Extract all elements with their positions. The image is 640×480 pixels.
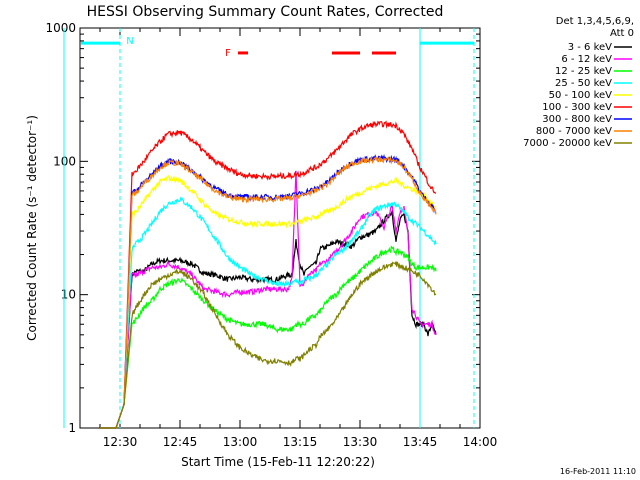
x-axis: 12:30 12:45 13:00 13:15 13:30 13:45 14:00 <box>79 28 498 449</box>
chart-title: HESSI Observing Summary Count Rates, Cor… <box>87 4 444 20</box>
legend-header-2: Att 0 <box>610 28 634 39</box>
annotation-label: F <box>225 48 231 59</box>
x-tick-label: 13:00 <box>223 435 258 449</box>
legend-header-1: Det 1,3,4,5,6,9, <box>556 16 634 27</box>
series-line <box>100 209 437 429</box>
legend-label: 50 - 100 keV <box>549 90 613 101</box>
series-line <box>100 155 437 429</box>
y-tick-label: 10 <box>61 288 76 302</box>
timestamp: 16-Feb-2011 11:10 <box>560 467 636 476</box>
y-axis-label: Corrected Count Rate (s⁻¹ detector⁻¹) <box>25 115 39 341</box>
series-line <box>100 153 437 429</box>
series-line <box>100 174 437 429</box>
annotation-label: N <box>126 36 133 47</box>
x-tick-label: 12:30 <box>103 435 138 449</box>
annotations: NF <box>126 36 231 59</box>
y-tick-label: 1000 <box>45 21 76 35</box>
x-axis-label: Start Time (15-Feb-11 12:20:22) <box>181 455 375 469</box>
x-tick-label: 12:45 <box>163 435 198 449</box>
series-lines <box>100 120 437 429</box>
series-line <box>100 261 437 429</box>
legend-label: 300 - 800 keV <box>542 114 612 125</box>
x-tick-label: 13:45 <box>403 435 438 449</box>
x-tick-label: 13:30 <box>343 435 378 449</box>
legend-label: 100 - 300 keV <box>542 102 612 113</box>
y-tick-label: 100 <box>53 154 76 168</box>
legend-label: 3 - 6 keV <box>568 42 612 53</box>
legend-label: 800 - 7000 keV <box>536 126 612 137</box>
legend-label: 7000 - 20000 keV <box>523 138 612 149</box>
series-line <box>100 170 437 429</box>
series-line <box>100 196 437 429</box>
x-tick-label: 13:15 <box>283 435 318 449</box>
series-line <box>100 245 437 429</box>
flag-intervals <box>81 41 474 55</box>
y-axis: 1 10 100 1000 <box>45 21 480 435</box>
y-tick-label: 1 <box>68 421 76 435</box>
legend-label: 25 - 50 keV <box>555 78 612 89</box>
x-tick-label: 14:00 <box>463 435 498 449</box>
legend-label: 6 - 12 keV <box>561 54 612 65</box>
series-line <box>100 120 437 429</box>
legend-label: 12 - 25 keV <box>555 66 612 77</box>
